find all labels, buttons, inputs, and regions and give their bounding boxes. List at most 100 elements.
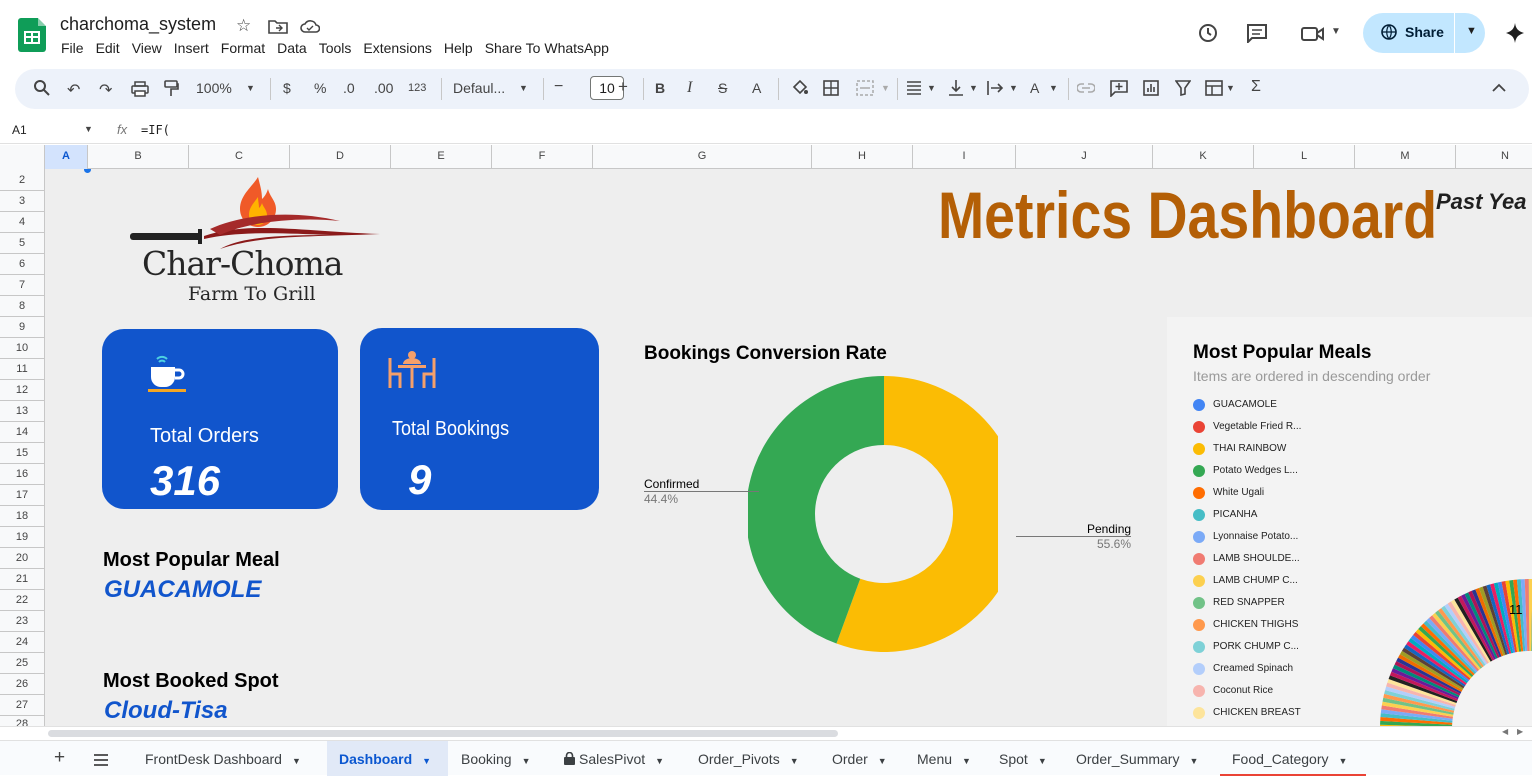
tab-dashboard[interactable]: Dashboard ▼ bbox=[327, 741, 448, 776]
meal-slice[interactable] bbox=[1401, 647, 1465, 689]
percent-format-button[interactable]: % bbox=[314, 80, 327, 96]
row-header[interactable]: 2 bbox=[0, 169, 44, 191]
cloud-status-icon[interactable] bbox=[300, 18, 320, 34]
italic-button[interactable]: I bbox=[687, 79, 693, 96]
row-header[interactable]: 8 bbox=[0, 296, 44, 317]
meal-slice[interactable] bbox=[1429, 615, 1480, 672]
meal-slice[interactable] bbox=[1468, 590, 1500, 658]
menu-format[interactable]: Format bbox=[220, 40, 266, 56]
meal-slice[interactable] bbox=[1444, 603, 1488, 665]
meal-slice[interactable] bbox=[1418, 626, 1474, 677]
meet-dropdown-icon[interactable]: ▼ bbox=[1331, 26, 1341, 37]
meal-slice[interactable] bbox=[1380, 713, 1453, 723]
collapse-toolbar-icon[interactable] bbox=[1492, 83, 1506, 93]
valign-dropdown-icon[interactable]: ▼ bbox=[969, 83, 978, 93]
meal-slice[interactable] bbox=[1394, 661, 1461, 696]
meal-slice[interactable] bbox=[1391, 668, 1459, 700]
meal-slice[interactable] bbox=[1389, 671, 1458, 702]
column-header-a[interactable]: A bbox=[45, 145, 88, 169]
bold-button[interactable]: B bbox=[655, 80, 666, 96]
column-header-j[interactable]: J bbox=[1016, 145, 1153, 169]
tab-menu-icon[interactable]: ▼ bbox=[1338, 756, 1348, 766]
meal-slice[interactable] bbox=[1415, 628, 1472, 679]
row-header[interactable]: 20 bbox=[0, 548, 44, 569]
scroll-right-icon[interactable]: ▶ bbox=[1517, 727, 1524, 736]
meal-slice[interactable] bbox=[1381, 705, 1453, 719]
meal-slice[interactable] bbox=[1524, 579, 1530, 652]
meal-slice[interactable] bbox=[1388, 675, 1458, 703]
menu-view[interactable]: View bbox=[131, 40, 162, 56]
selection-handle[interactable] bbox=[84, 169, 91, 173]
filter-views-dropdown-icon[interactable]: ▼ bbox=[1226, 83, 1235, 93]
row-header[interactable]: 26 bbox=[0, 674, 44, 695]
meal-slice[interactable] bbox=[1509, 579, 1522, 652]
column-header-e[interactable]: E bbox=[391, 145, 492, 169]
tab-menu-icon[interactable]: ▼ bbox=[789, 756, 799, 766]
text-rotation-icon[interactable]: A bbox=[1030, 80, 1040, 96]
menu-help[interactable]: Help bbox=[443, 40, 473, 56]
row-header[interactable]: 5 bbox=[0, 233, 44, 254]
star-icon[interactable]: ☆ bbox=[236, 16, 252, 35]
meal-slice[interactable] bbox=[1387, 678, 1457, 705]
meal-slice[interactable] bbox=[1385, 686, 1456, 709]
horizontal-scrollbar[interactable]: ◀ ▶ bbox=[0, 726, 1532, 740]
increase-decimal-button[interactable]: .00 bbox=[374, 80, 394, 96]
font-dropdown-icon[interactable]: ▼ bbox=[519, 83, 528, 93]
meal-slice[interactable] bbox=[1380, 709, 1453, 721]
meet-icon[interactable] bbox=[1300, 25, 1326, 43]
meal-slice[interactable] bbox=[1410, 634, 1470, 682]
meal-slice[interactable] bbox=[1380, 717, 1453, 725]
meal-slice[interactable] bbox=[1384, 690, 1455, 711]
wrap-dropdown-icon[interactable]: ▼ bbox=[1009, 83, 1018, 93]
meal-slice[interactable] bbox=[1505, 580, 1520, 653]
meal-slice[interactable] bbox=[1396, 657, 1462, 694]
all-sheets-icon[interactable] bbox=[93, 754, 109, 766]
row-header[interactable]: 12 bbox=[0, 380, 44, 401]
meal-slice[interactable] bbox=[1447, 601, 1489, 664]
row-header[interactable]: 14 bbox=[0, 422, 44, 443]
increase-font-size-button[interactable]: + bbox=[618, 77, 628, 96]
select-all-corner[interactable] bbox=[0, 145, 45, 169]
row-header[interactable]: 28 bbox=[0, 716, 44, 726]
row-header[interactable]: 22 bbox=[0, 590, 44, 611]
meal-slice[interactable] bbox=[1475, 587, 1504, 657]
rotation-dropdown-icon[interactable]: ▼ bbox=[1049, 83, 1058, 93]
column-header-m[interactable]: M bbox=[1355, 145, 1456, 169]
halign-dropdown-icon[interactable]: ▼ bbox=[927, 83, 936, 93]
column-header-i[interactable]: I bbox=[913, 145, 1016, 169]
menu-insert[interactable]: Insert bbox=[173, 40, 209, 56]
meal-slice[interactable] bbox=[1482, 585, 1508, 655]
document-title[interactable]: charchoma_system bbox=[60, 14, 217, 34]
bookings-donut-chart[interactable] bbox=[748, 374, 998, 654]
menu-data[interactable]: Data bbox=[277, 40, 307, 56]
print-icon[interactable] bbox=[131, 81, 149, 97]
insert-link-icon[interactable] bbox=[1077, 82, 1095, 94]
tab-salespivot[interactable]: SalesPivot ▼ bbox=[552, 741, 686, 776]
row-header[interactable]: 10 bbox=[0, 338, 44, 359]
row-header[interactable]: 13 bbox=[0, 401, 44, 422]
menu-extensions[interactable]: Extensions bbox=[363, 40, 432, 56]
strikethrough-button[interactable]: S bbox=[718, 80, 728, 96]
meal-slice[interactable] bbox=[1450, 599, 1491, 663]
column-header-n[interactable]: N bbox=[1501, 150, 1509, 162]
font-select[interactable]: Defaul... bbox=[453, 80, 506, 96]
row-header[interactable]: 18 bbox=[0, 506, 44, 527]
scrollbar-thumb[interactable] bbox=[48, 730, 838, 737]
functions-button[interactable]: Σ bbox=[1251, 78, 1261, 95]
row-header[interactable]: 7 bbox=[0, 275, 44, 296]
row-header[interactable]: 9 bbox=[0, 317, 44, 338]
meal-slice[interactable] bbox=[1383, 693, 1455, 713]
move-folder-icon[interactable] bbox=[268, 18, 288, 34]
meal-slice[interactable] bbox=[1413, 631, 1471, 681]
column-header-h[interactable]: H bbox=[812, 145, 913, 169]
tab-frontdesk-dashboard[interactable]: FrontDesk Dashboard ▼ bbox=[133, 741, 326, 776]
tab-menu[interactable]: Menu ▼ bbox=[905, 741, 988, 776]
scroll-left-icon[interactable]: ◀ bbox=[1502, 727, 1509, 736]
row-header[interactable]: 4 bbox=[0, 212, 44, 233]
row-header[interactable]: 23 bbox=[0, 611, 44, 632]
meal-slice[interactable] bbox=[1441, 605, 1486, 667]
menu-edit[interactable]: Edit bbox=[95, 40, 120, 56]
meal-slice[interactable] bbox=[1464, 592, 1498, 659]
decrease-decimal-button[interactable]: .0 bbox=[343, 80, 355, 96]
column-header-b[interactable]: B bbox=[88, 145, 189, 169]
